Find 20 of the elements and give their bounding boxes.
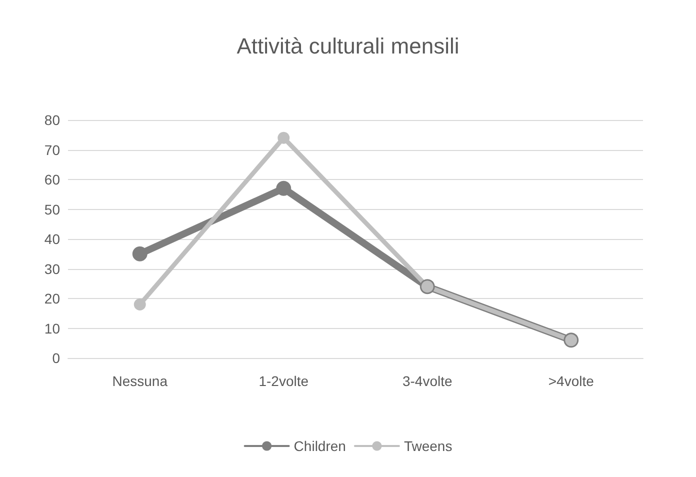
y-tick-label: 20	[44, 290, 60, 306]
y-tick-label: 40	[44, 231, 60, 247]
y-tick-label: 80	[44, 112, 60, 128]
chart-title: Attività culturali mensili	[236, 34, 460, 58]
y-tick-label: 0	[52, 350, 60, 366]
y-tick-label: 50	[44, 201, 60, 218]
point	[134, 298, 146, 310]
x-tick-label: Nessuna	[112, 373, 168, 389]
legend-label: Tweens	[404, 438, 452, 454]
point	[278, 132, 290, 144]
y-tick-label: 70	[44, 142, 60, 158]
point	[132, 246, 148, 262]
x-tick-label: 3-4volte	[402, 373, 452, 389]
legend-label: Children	[294, 438, 346, 454]
y-tick-label: 30	[44, 260, 60, 277]
y-tick-label: 10	[44, 320, 60, 336]
x-tick-label: 1-2volte	[258, 373, 309, 389]
y-tick-label: 60	[44, 172, 60, 188]
x-tick-label: >4volte	[548, 373, 594, 389]
point	[276, 180, 292, 196]
